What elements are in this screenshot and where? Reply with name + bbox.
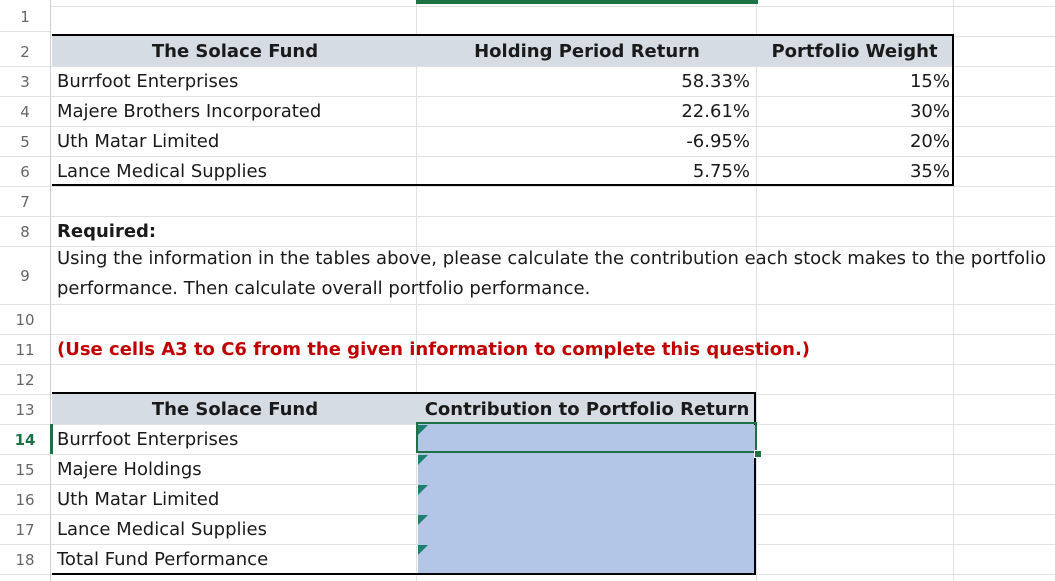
comment-indicator-icon[interactable] bbox=[418, 515, 428, 525]
table2-header-fill bbox=[52, 394, 756, 424]
table1-name-cell[interactable]: Uth Matar Limited bbox=[57, 131, 220, 152]
grid-row bbox=[50, 96, 1055, 97]
table1-weight-cell[interactable]: 15% bbox=[909, 71, 950, 92]
grid-col-c bbox=[756, 0, 757, 581]
grid-row bbox=[50, 246, 1055, 247]
contribution-input-range[interactable] bbox=[418, 424, 755, 574]
table1-header-fund[interactable]: The Solace Fund bbox=[151, 41, 319, 62]
required-label[interactable]: Required: bbox=[57, 221, 157, 242]
table2-name-cell[interactable]: Uth Matar Limited bbox=[57, 489, 220, 510]
table1-bottom-border bbox=[52, 184, 954, 186]
table1-header-weight[interactable]: Portfolio Weight bbox=[771, 41, 938, 62]
table1-top-border bbox=[52, 34, 954, 36]
row-header-16[interactable]: 16 bbox=[0, 485, 50, 515]
active-row-indicator bbox=[50, 424, 53, 454]
comment-indicator-icon[interactable] bbox=[418, 425, 428, 435]
table2-name-cell[interactable]: Majere Holdings bbox=[57, 459, 202, 480]
grid-col-b bbox=[416, 0, 417, 581]
comment-indicator-icon[interactable] bbox=[418, 545, 428, 555]
table1-weight-cell[interactable]: 30% bbox=[909, 101, 950, 122]
table2-total-cell[interactable]: Total Fund Performance bbox=[57, 549, 269, 570]
instruction-line-2[interactable]: performance. Then calculate overall port… bbox=[57, 278, 591, 299]
row-header-3[interactable]: 3 bbox=[0, 67, 50, 97]
row-header-5[interactable]: 5 bbox=[0, 127, 50, 157]
row-header-1[interactable]: 1 bbox=[0, 2, 50, 32]
table1-header-fill bbox=[52, 36, 953, 66]
table1-weight-cell[interactable]: 20% bbox=[909, 131, 950, 152]
table1-hpr-cell[interactable]: 5.75% bbox=[692, 161, 750, 182]
table2-top-border bbox=[52, 392, 756, 394]
grid-row bbox=[50, 66, 1055, 67]
usage-note[interactable]: (Use cells A3 to C6 from the given infor… bbox=[57, 339, 811, 360]
table1-name-cell[interactable]: Lance Medical Supplies bbox=[57, 161, 267, 182]
row-header-2[interactable]: 2 bbox=[0, 37, 50, 67]
grid-row bbox=[50, 334, 1055, 335]
grid-row bbox=[50, 6, 1055, 7]
row-header-15[interactable]: 15 bbox=[0, 455, 50, 485]
contribution-input-uth-matar[interactable] bbox=[418, 485, 755, 514]
row-header-8[interactable]: 8 bbox=[0, 217, 50, 247]
table2-bottom-border bbox=[52, 573, 756, 575]
grid-row bbox=[50, 186, 1055, 187]
grid-row bbox=[50, 364, 1055, 365]
table2-header-fund[interactable]: The Solace Fund bbox=[151, 399, 319, 420]
table2-right-border bbox=[754, 392, 756, 425]
row-header-divider bbox=[50, 0, 51, 581]
row-header-17[interactable]: 17 bbox=[0, 515, 50, 545]
table1-weight-cell[interactable]: 35% bbox=[909, 161, 950, 182]
grid-row bbox=[50, 304, 1055, 305]
comment-indicator-icon[interactable] bbox=[418, 455, 428, 465]
table1-hpr-cell[interactable]: 22.61% bbox=[681, 101, 750, 122]
table2-name-cell[interactable]: Lance Medical Supplies bbox=[57, 519, 267, 540]
row-header-4[interactable]: 4 bbox=[0, 97, 50, 127]
table1-name-cell[interactable]: Burrfoot Enterprises bbox=[57, 71, 239, 92]
row-header-12[interactable]: 12 bbox=[0, 365, 50, 395]
table2-header-contribution[interactable]: Contribution to Portfolio Return bbox=[424, 399, 750, 420]
comment-indicator-icon[interactable] bbox=[418, 485, 428, 495]
table2-right-border-lower bbox=[754, 454, 756, 575]
table1-hpr-cell[interactable]: -6.95% bbox=[686, 131, 750, 152]
row-header-10[interactable]: 10 bbox=[0, 305, 50, 335]
row-header-7[interactable]: 7 bbox=[0, 187, 50, 217]
row-header-14[interactable]: 14 bbox=[0, 425, 50, 455]
instruction-line-1[interactable]: Using the information in the tables abov… bbox=[57, 248, 1047, 269]
contribution-input-total[interactable] bbox=[418, 545, 755, 574]
contribution-input-majere[interactable] bbox=[418, 455, 755, 484]
table1-header-hpr[interactable]: Holding Period Return bbox=[474, 41, 700, 62]
row-header-13[interactable]: 13 bbox=[0, 395, 50, 425]
table1-hpr-cell[interactable]: 58.33% bbox=[681, 71, 750, 92]
active-cell-selection[interactable] bbox=[416, 422, 757, 453]
row-header-6[interactable]: 6 bbox=[0, 157, 50, 187]
table1-name-cell[interactable]: Majere Brothers Incorporated bbox=[57, 101, 322, 122]
grid-row bbox=[50, 156, 1055, 157]
row-header-11[interactable]: 11 bbox=[0, 335, 50, 365]
row-header-9[interactable]: 9 bbox=[0, 247, 50, 305]
contribution-input-lance[interactable] bbox=[418, 515, 755, 544]
table1-right-border bbox=[952, 34, 954, 186]
table2-name-cell[interactable]: Burrfoot Enterprises bbox=[57, 429, 239, 450]
grid-row bbox=[50, 216, 1055, 217]
row-header-18[interactable]: 18 bbox=[0, 545, 50, 575]
grid-row bbox=[50, 126, 1055, 127]
fill-handle[interactable] bbox=[754, 450, 762, 458]
column-selection-indicator bbox=[416, 0, 758, 4]
grid-col-d bbox=[953, 0, 954, 581]
